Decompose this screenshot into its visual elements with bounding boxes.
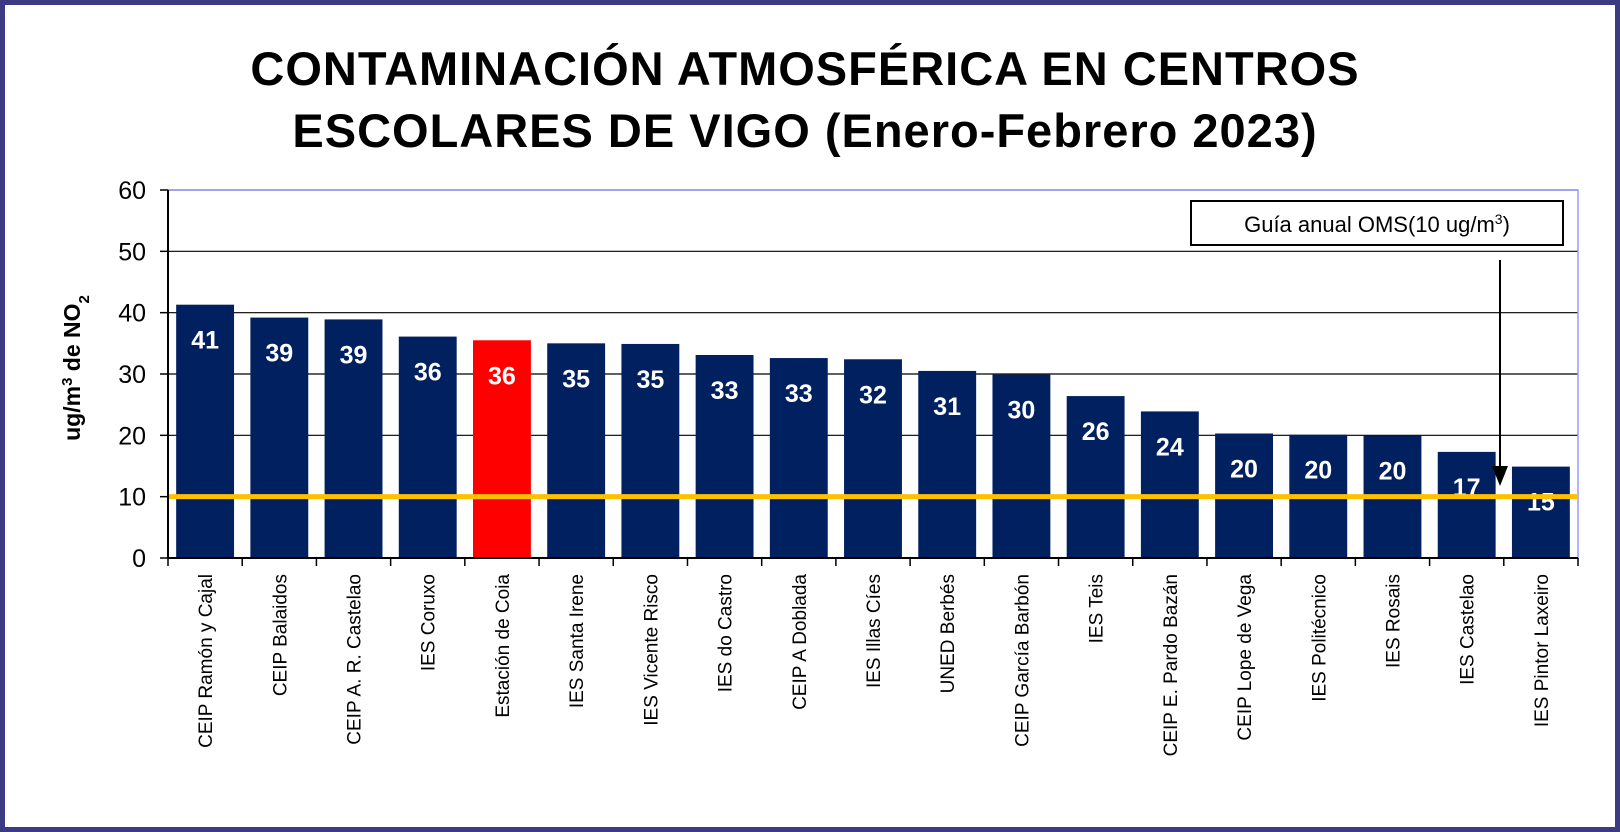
- annotation-arrowhead: [1492, 466, 1508, 486]
- x-tick-label-10: IES Illas Cíes: [864, 574, 885, 688]
- bars: [176, 304, 1570, 558]
- x-tick-label-17: IES Rosais: [1383, 574, 1404, 668]
- data-label-2: 39: [265, 340, 293, 368]
- data-label-6: 35: [562, 365, 590, 393]
- x-tick-label-16: IES Politécnico: [1309, 574, 1330, 702]
- bar-5: [473, 340, 531, 558]
- bar-10: [844, 359, 902, 558]
- guideline-annotation: Guía anual OMS(10 ug/m3): [1190, 200, 1564, 486]
- x-tick-labels: CEIP Ramón y Cajal CEIP Balaidos CEIP A. R…: [196, 574, 1553, 757]
- y-tick-labels: 0 10 20 30 40 50 60: [118, 177, 146, 573]
- x-tick-label-3: CEIP A. R. Castelao: [345, 574, 366, 745]
- x-tick-label-8: IES do Castro: [716, 574, 737, 692]
- bar-14: [1140, 411, 1199, 558]
- data-label-12: 30: [1008, 397, 1036, 425]
- x-tick-label-7: IES Vicente Risco: [641, 574, 662, 726]
- x-tick-label-9: CEIP A Doblada: [790, 574, 811, 710]
- bar-6: [547, 343, 606, 558]
- bar-8: [695, 354, 754, 558]
- bar-3: [324, 319, 383, 558]
- data-label-10: 32: [859, 381, 887, 409]
- bar-11: [918, 370, 977, 558]
- data-label-17: 20: [1379, 457, 1407, 485]
- chart-title-line-1: CONTAMINACIÓN ATMOSFÉRICA EN CENTROS: [250, 42, 1359, 95]
- data-label-1: 41: [191, 327, 219, 355]
- annotation-box: [1190, 200, 1564, 246]
- x-tick-label-5: Estación de Coia: [493, 574, 514, 718]
- data-label-8: 33: [711, 377, 739, 405]
- x-tick-label-4: IES Coruxo: [419, 574, 440, 671]
- bar-19: [1511, 466, 1570, 558]
- chart-title-line-2: ESCOLARES DE VIGO (Enero-Febrero 2023): [292, 104, 1317, 157]
- bar-2: [250, 317, 309, 558]
- bar-13: [1066, 396, 1125, 558]
- data-label-15: 20: [1230, 455, 1258, 483]
- bar-12: [992, 374, 1051, 558]
- axes: [160, 189, 1579, 566]
- y-tick-label-0: 0: [132, 545, 146, 573]
- x-tick-label-15: CEIP Lope de Vega: [1235, 574, 1256, 741]
- x-tick-label-2: CEIP Balaidos: [270, 574, 291, 696]
- annotation-text: Guía anual OMS(10 ug/m3): [1244, 211, 1510, 237]
- y-tick-label-20: 20: [118, 422, 146, 450]
- data-label-13: 26: [1082, 418, 1110, 446]
- x-tick-label-19: IES Pintor Laxeiro: [1532, 574, 1553, 727]
- bar-7: [621, 343, 680, 558]
- y-tick-label-60: 60: [118, 177, 146, 205]
- y-tick-label-50: 50: [118, 238, 146, 266]
- x-tick-label-11: UNED Berbés: [938, 574, 959, 693]
- bar-18: [1437, 451, 1496, 558]
- data-label-16: 20: [1304, 457, 1332, 485]
- data-label-5: 36: [488, 362, 516, 390]
- data-label-9: 33: [785, 380, 813, 408]
- bar-4: [398, 336, 457, 558]
- x-tick-label-12: CEIP García Barbón: [1012, 574, 1033, 747]
- data-label-11: 31: [933, 393, 961, 421]
- data-label-7: 35: [636, 366, 664, 394]
- data-label-3: 39: [340, 341, 368, 369]
- data-label-19: 15: [1527, 489, 1555, 517]
- y-tick-label-30: 30: [118, 361, 146, 389]
- bar-1: [176, 304, 235, 558]
- bar-9: [769, 358, 828, 558]
- x-tick-label-6: IES Santa Irene: [567, 574, 588, 708]
- data-label-4: 36: [414, 359, 442, 387]
- y-axis-label: ug/m3 de NO2: [59, 295, 93, 441]
- data-label-14: 24: [1156, 433, 1184, 461]
- y-tick-label-10: 10: [118, 484, 146, 512]
- x-tick-label-14: CEIP E. Pardo Bazán: [1161, 574, 1182, 756]
- y-tick-label-40: 40: [118, 300, 146, 328]
- x-tick-label-18: IES Castelao: [1458, 574, 1479, 685]
- x-tick-label-13: IES Teis: [1087, 574, 1108, 643]
- x-tick-label-1: CEIP Ramón y Cajal: [196, 574, 217, 748]
